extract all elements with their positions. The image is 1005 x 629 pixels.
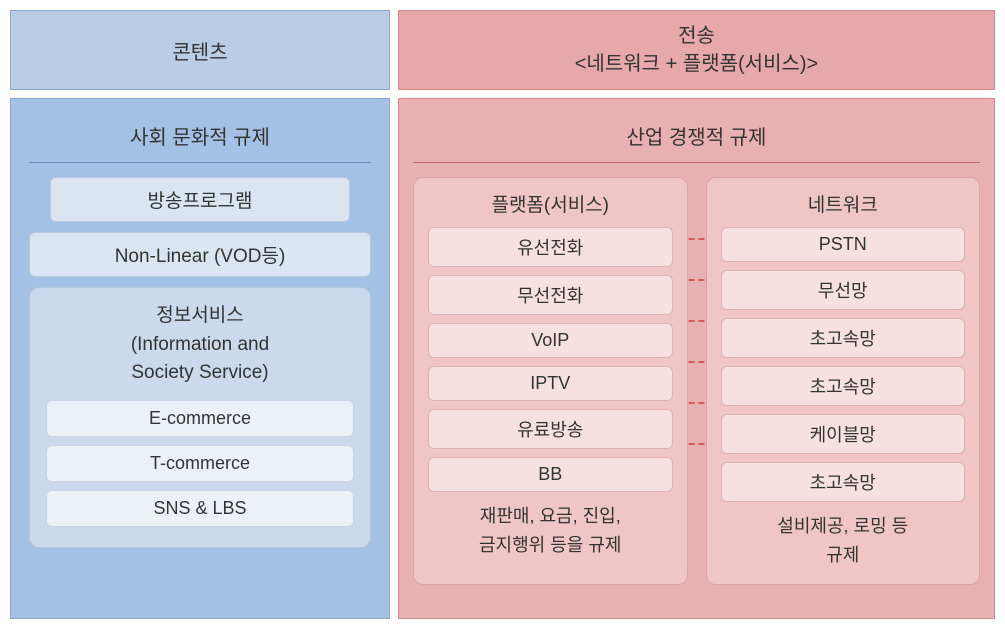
network-item-2: 초고속망 xyxy=(721,318,966,358)
right-header: 전송 <네트워크 + 플랫폼(서비스)> xyxy=(398,10,995,90)
info-item-ecommerce: E-commerce xyxy=(46,400,354,437)
network-item-1: 무선망 xyxy=(721,270,966,310)
right-header-l2: <네트워크 + 플랫폼(서비스)> xyxy=(407,50,986,78)
info-title-l1: 정보서비스 xyxy=(156,305,243,326)
info-title-l2: (Information and xyxy=(131,334,269,355)
info-item-tcommerce: T-commerce xyxy=(46,445,354,482)
info-title-l3: Society Service) xyxy=(131,362,268,383)
left-divider xyxy=(29,162,371,163)
left-column: 콘텐츠 사회 문화적 규제 방송프로그램 Non-Linear (VOD등) 정… xyxy=(10,10,390,619)
platform-item-0: 유선전화 xyxy=(428,227,673,267)
right-section-title: 산업 경쟁적 규제 xyxy=(413,115,980,162)
right-header-l1: 전송 xyxy=(407,22,986,50)
network-item-3: 초고속망 xyxy=(721,366,966,406)
right-divider xyxy=(413,162,980,163)
left-pill-broadcast: 방송프로그램 xyxy=(50,177,351,222)
diagram-container: 콘텐츠 사회 문화적 규제 방송프로그램 Non-Linear (VOD등) 정… xyxy=(10,10,995,619)
right-column: 전송 <네트워크 + 플랫폼(서비스)> 산업 경쟁적 규제 플랫폼(서비스) … xyxy=(398,10,995,619)
network-footer-l2: 규제 xyxy=(826,545,859,565)
left-body: 사회 문화적 규제 방송프로그램 Non-Linear (VOD등) 정보서비스… xyxy=(10,98,390,619)
info-service-title: 정보서비스 (Information and Society Service) xyxy=(46,302,354,388)
left-section-title: 사회 문화적 규제 xyxy=(29,115,371,162)
subcol-network-footer: 설비제공, 로밍 등 규제 xyxy=(721,512,966,570)
subcol-platform-title: 플랫폼(서비스) xyxy=(428,190,673,217)
network-item-5: 초고속망 xyxy=(721,462,966,502)
left-header: 콘텐츠 xyxy=(10,10,390,90)
platform-footer-l2: 금지행위 등을 규제 xyxy=(479,535,621,555)
right-subcolumns: 플랫폼(서비스) 유선전화 무선전화 VoIP IPTV 유료방송 BB 재판매… xyxy=(413,177,980,585)
right-body: 산업 경쟁적 규제 플랫폼(서비스) 유선전화 무선전화 VoIP IPTV xyxy=(398,98,995,619)
platform-footer-l1: 재판매, 요금, 진입, xyxy=(480,506,621,526)
info-service-group: 정보서비스 (Information and Society Service) … xyxy=(29,287,371,548)
network-item-0: PSTN xyxy=(721,227,966,262)
subcol-platform-footer: 재판매, 요금, 진입, 금지행위 등을 규제 xyxy=(428,502,673,560)
platform-item-3: IPTV xyxy=(428,366,673,401)
platform-item-4: 유료방송 xyxy=(428,409,673,449)
platform-item-1: 무선전화 xyxy=(428,275,673,315)
platform-item-5: BB xyxy=(428,457,673,492)
platform-item-2: VoIP xyxy=(428,323,673,358)
subcol-network-title: 네트워크 xyxy=(721,190,966,217)
left-pill-nonlinear: Non-Linear (VOD등) xyxy=(29,232,371,277)
info-item-snslbs: SNS & LBS xyxy=(46,490,354,527)
subcol-network: 네트워크 PSTN 무선망 초고속망 초고속망 케이블망 초고속망 설비제공, … xyxy=(706,177,981,585)
left-header-title: 콘텐츠 xyxy=(172,36,227,65)
network-footer-l1: 설비제공, 로밍 등 xyxy=(777,516,908,536)
subcol-platform: 플랫폼(서비스) 유선전화 무선전화 VoIP IPTV 유료방송 BB 재판매… xyxy=(413,177,688,585)
network-item-4: 케이블망 xyxy=(721,414,966,454)
